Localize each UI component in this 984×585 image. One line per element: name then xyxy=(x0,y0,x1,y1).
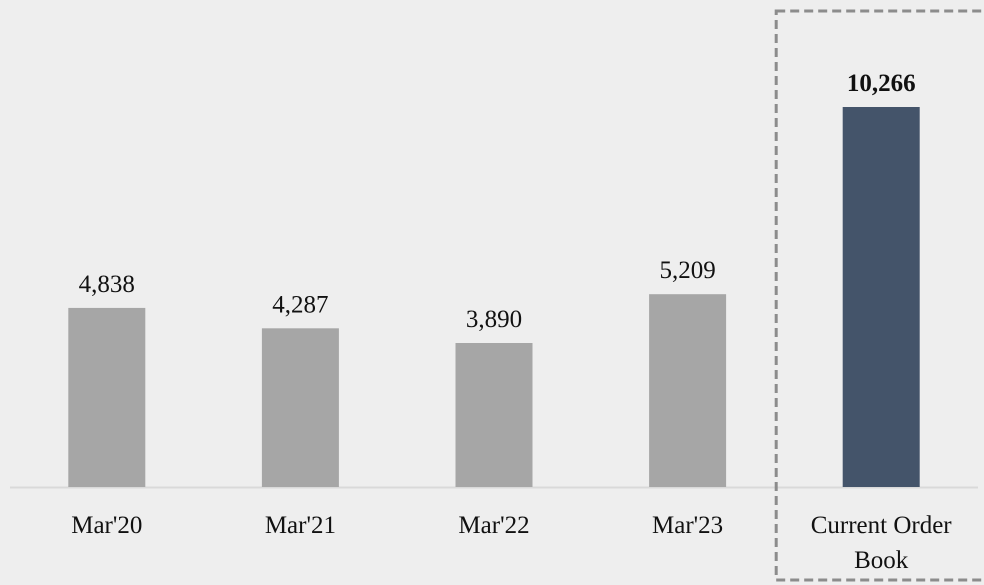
value-label: 5,209 xyxy=(659,257,715,284)
bar xyxy=(455,343,533,487)
x-tick-label: Mar'21 xyxy=(264,512,336,539)
bar xyxy=(261,328,339,487)
x-tick-label: Mar'23 xyxy=(652,512,724,539)
value-label: 3,890 xyxy=(466,306,522,333)
highlight-box xyxy=(774,9,984,582)
x-tick-label: Current Order Book xyxy=(810,512,952,574)
value-label: 10,266 xyxy=(847,70,916,97)
bar xyxy=(842,107,920,487)
bar xyxy=(68,307,146,487)
value-label: 4,838 xyxy=(79,271,135,298)
value-label: 4,287 xyxy=(272,291,328,318)
bar xyxy=(649,294,727,487)
x-tick-label: Mar'22 xyxy=(458,512,530,539)
x-tick-label: Mar'20 xyxy=(71,512,143,539)
